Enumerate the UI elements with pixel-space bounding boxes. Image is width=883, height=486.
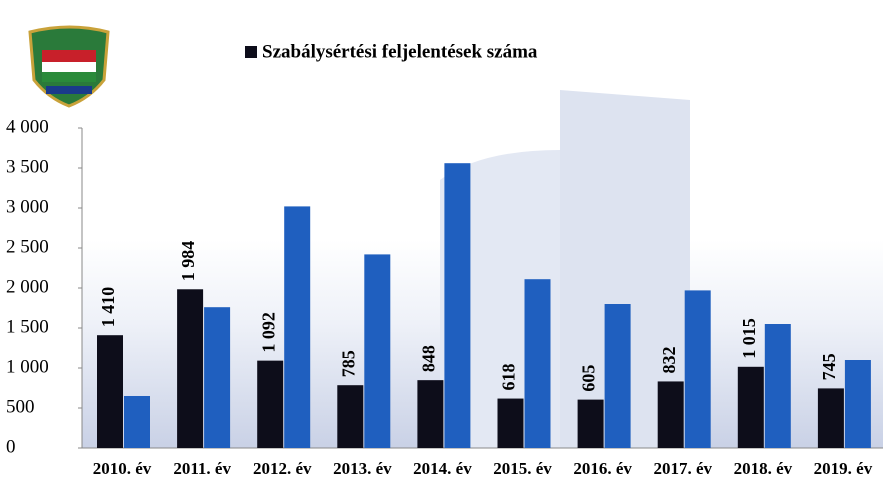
legend-swatch (245, 46, 257, 58)
bar (577, 399, 604, 448)
building (560, 90, 690, 448)
data-label: 848 (419, 345, 439, 372)
x-tick-label: 2016. év (573, 459, 632, 478)
data-label: 618 (499, 364, 519, 391)
logo (28, 25, 110, 108)
x-tick-label: 2015. év (493, 459, 552, 478)
bar (844, 360, 871, 448)
bar (497, 398, 524, 448)
data-label: 785 (338, 350, 358, 377)
bar (337, 385, 364, 448)
bar (364, 254, 391, 448)
y-tick-label: 4 000 (6, 116, 49, 137)
data-label: 1 410 (98, 287, 118, 328)
y-tick-label: 3 000 (6, 196, 49, 217)
y-tick-label: 1 500 (6, 316, 49, 337)
y-tick-label: 2 000 (6, 276, 49, 297)
bar (124, 396, 150, 448)
bar (764, 324, 791, 448)
legend-label: Szabálysértési feljelentések száma (262, 41, 538, 62)
bar (417, 380, 444, 448)
bar (204, 307, 231, 448)
bar (444, 163, 471, 448)
x-tick-label: 2018. év (734, 459, 793, 478)
data-label: 832 (659, 346, 679, 373)
x-tick-label: 2017. év (653, 459, 712, 478)
data-label: 1 015 (739, 318, 759, 359)
data-label: 605 (579, 365, 599, 392)
bar (524, 279, 551, 448)
data-label: 1 092 (258, 312, 278, 353)
x-tick-label: 2010. év (93, 459, 152, 478)
y-tick-label: 1 000 (6, 356, 49, 377)
legend: Szabálysértési feljelentések száma (245, 41, 538, 62)
bar (684, 290, 711, 448)
x-tick-label: 2012. év (253, 459, 312, 478)
x-tick-label: 2011. év (173, 459, 231, 478)
bar (97, 335, 123, 448)
bar (817, 388, 844, 448)
x-tick-label: 2019. év (814, 459, 873, 478)
data-label: 745 (819, 353, 839, 380)
x-tick-label: 2014. év (413, 459, 472, 478)
bar (177, 289, 204, 448)
y-tick-label: 3 500 (6, 156, 49, 177)
y-tick-label: 2 500 (6, 236, 49, 257)
bar (604, 304, 631, 448)
bar (284, 206, 311, 448)
data-label: 1 984 (178, 241, 198, 282)
bar (257, 360, 284, 448)
bar (657, 381, 684, 448)
bar (737, 366, 764, 448)
y-tick-label: 0 (6, 436, 16, 457)
x-tick-label: 2013. év (333, 459, 392, 478)
y-tick-label: 500 (6, 396, 35, 417)
